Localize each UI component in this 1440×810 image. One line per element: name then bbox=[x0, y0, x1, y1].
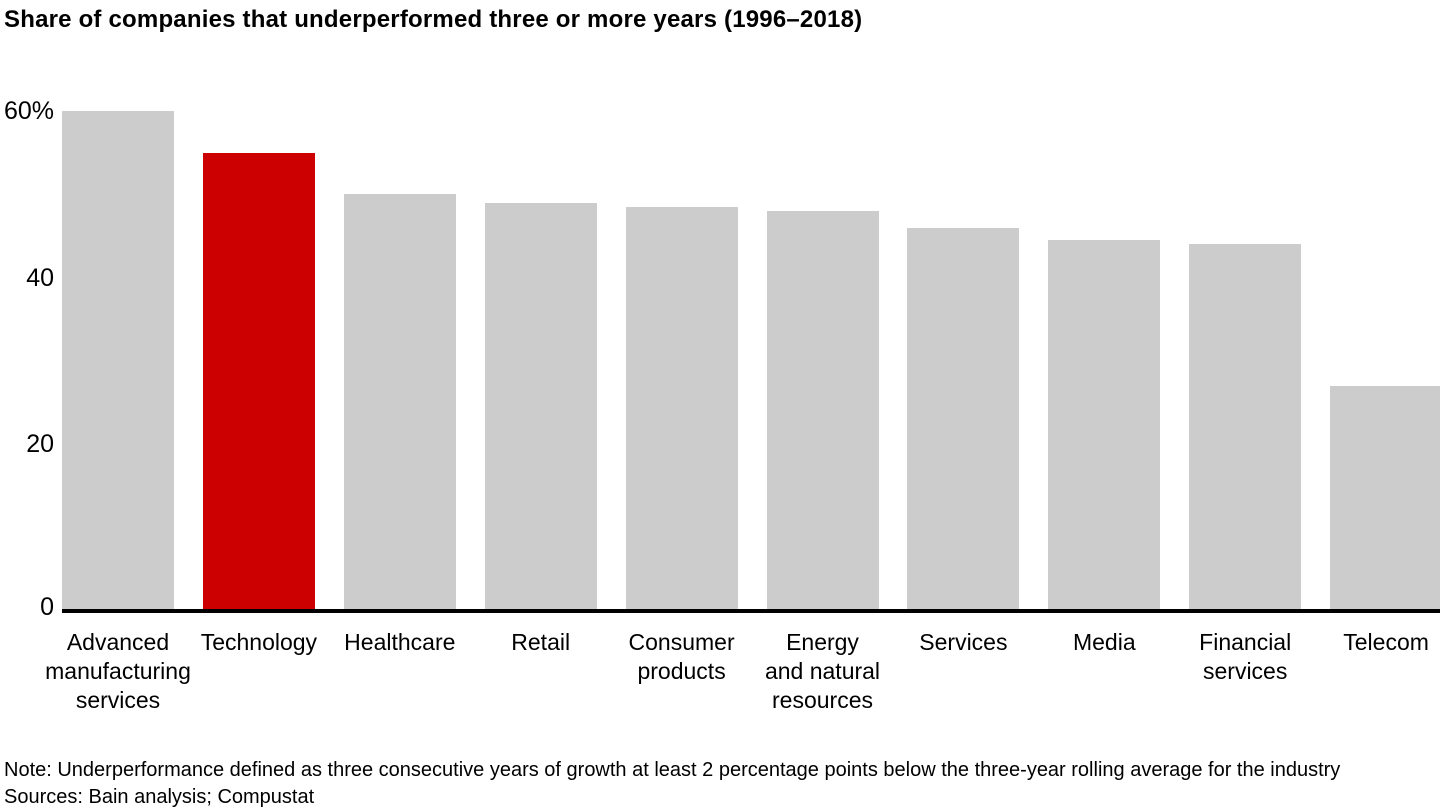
chart-title: Share of companies that underperformed t… bbox=[4, 6, 863, 33]
y-axis-tick-label-40: 40 bbox=[26, 263, 54, 292]
bar-media bbox=[1048, 240, 1161, 609]
bar-services bbox=[907, 227, 1020, 609]
category-label-technology: Technology bbox=[200, 629, 318, 655]
footnote-sources: Sources: Bain analysis; Compustat bbox=[4, 786, 315, 808]
category-label-energy-and-natural-resources: Energy and natural resources bbox=[764, 629, 881, 713]
bar-healthcare bbox=[343, 194, 456, 609]
bar-energy-and-natural-resources bbox=[766, 211, 879, 609]
y-axis-tick-label-20: 20 bbox=[26, 430, 54, 459]
category-label-advanced-manufacturing-services: Advanced manufacturing services bbox=[45, 629, 191, 713]
category-label-media: Media bbox=[1072, 629, 1136, 655]
bar-consumer-products bbox=[625, 206, 738, 609]
category-label-financial-services: Financial services bbox=[1199, 629, 1292, 684]
category-label-healthcare: Healthcare bbox=[344, 629, 456, 655]
bar-retail bbox=[484, 202, 597, 609]
y-axis-tick-label-60: 60% bbox=[3, 97, 54, 125]
category-label-consumer-products: Consumer products bbox=[628, 629, 735, 684]
footnote-note: Note: Underperformance defined as three … bbox=[4, 759, 1341, 781]
x-axis-line bbox=[62, 609, 1440, 613]
bar-telecom bbox=[1330, 386, 1440, 609]
bar-financial-services bbox=[1189, 244, 1302, 609]
category-label-telecom: Telecom bbox=[1343, 629, 1429, 655]
y-axis-tick-label-0: 0 bbox=[40, 593, 54, 621]
category-label-services: Services bbox=[919, 629, 1008, 655]
category-label-retail: Retail bbox=[511, 629, 571, 655]
bar-advanced-manufacturing-services bbox=[62, 111, 174, 609]
bar-technology bbox=[202, 152, 315, 609]
